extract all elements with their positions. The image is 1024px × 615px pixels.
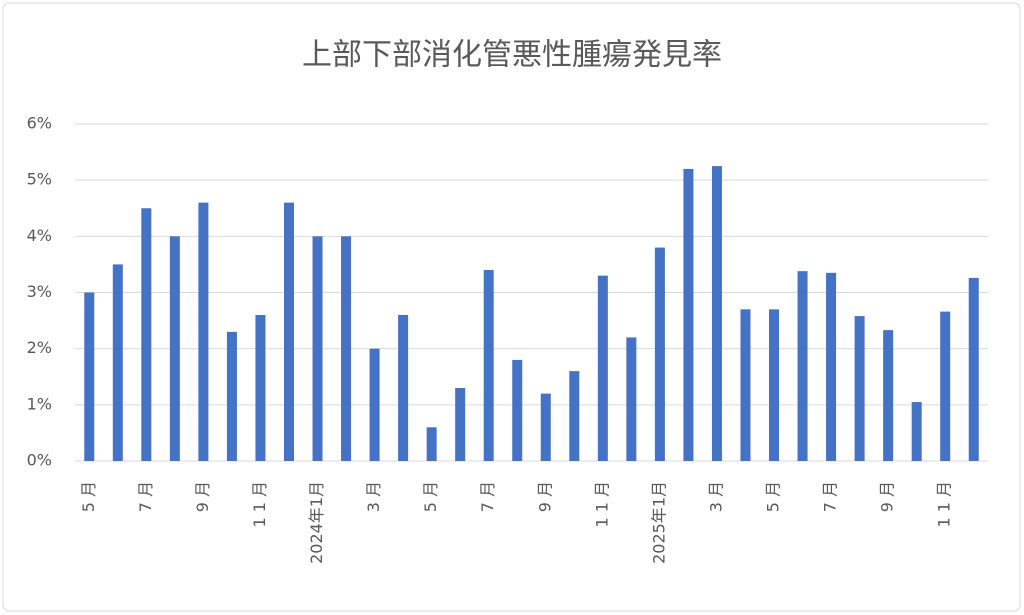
x-tick-label: 1 1 月 <box>250 481 269 528</box>
bar <box>654 247 665 461</box>
bar <box>512 359 523 461</box>
bar <box>968 277 979 461</box>
x-tick-label: 3 月 <box>364 481 383 512</box>
bar <box>626 337 637 461</box>
bar <box>226 331 237 461</box>
x-tick-label: 7 月 <box>478 481 497 512</box>
bar <box>141 208 152 461</box>
bar <box>283 202 294 461</box>
bar <box>455 387 466 461</box>
x-tick-label: 1 1 月 <box>935 481 954 528</box>
bar <box>597 275 608 461</box>
bar <box>797 271 808 461</box>
x-tick-label: 9 月 <box>535 481 554 512</box>
bar <box>255 314 266 461</box>
y-tick-label: 0% <box>27 451 52 470</box>
x-tick-label: 2024年1月 <box>307 481 326 564</box>
x-tick-label: 9 月 <box>193 481 212 512</box>
x-tick-label: 2025年1月 <box>649 481 668 564</box>
y-tick-label: 5% <box>27 170 52 189</box>
x-tick-label: 7 月 <box>136 481 155 512</box>
x-tick-label: 5 月 <box>79 481 98 512</box>
bar <box>883 330 894 461</box>
bar <box>112 264 123 461</box>
bar <box>769 309 780 461</box>
bar <box>84 292 95 461</box>
bar <box>826 272 837 461</box>
bar <box>312 236 323 461</box>
y-tick-label: 3% <box>27 282 52 301</box>
bar <box>341 236 352 461</box>
bar <box>369 348 380 461</box>
x-tick-label: 9 月 <box>878 481 897 512</box>
x-tick-label: 5 月 <box>764 481 783 512</box>
bar <box>426 427 437 461</box>
bar <box>940 311 951 461</box>
bar <box>911 402 922 461</box>
bar <box>169 236 180 461</box>
bar <box>711 166 722 461</box>
chart-title: 上部下部消化管悪性腫瘍発見率 <box>302 38 722 73</box>
bar <box>854 316 865 461</box>
x-tick-label: 5 月 <box>421 481 440 512</box>
x-tick-label: 1 1 月 <box>592 481 611 528</box>
bar <box>683 168 694 461</box>
y-tick-label: 4% <box>27 226 52 245</box>
bar <box>569 371 580 461</box>
x-tick-label: 3 月 <box>706 481 725 512</box>
bar <box>483 270 494 461</box>
bar <box>740 309 751 461</box>
bar <box>540 393 551 461</box>
bar <box>198 202 209 461</box>
x-tick-label: 7 月 <box>821 481 840 512</box>
bar <box>398 314 409 461</box>
y-tick-label: 1% <box>27 394 52 413</box>
y-tick-label: 6% <box>27 114 52 133</box>
y-tick-label: 2% <box>27 338 52 357</box>
